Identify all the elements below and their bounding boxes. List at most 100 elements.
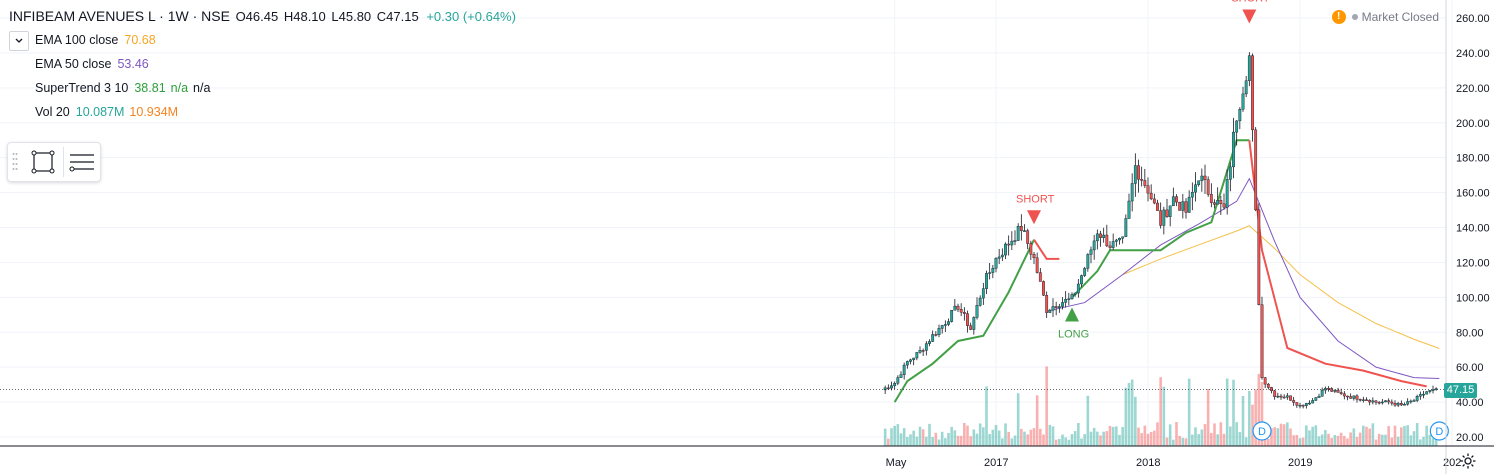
volume-bar	[1339, 432, 1343, 446]
candle-body	[1257, 209, 1261, 305]
warning-icon[interactable]: !	[1331, 10, 1346, 24]
collapse-legend-button[interactable]	[9, 31, 29, 51]
drag-handle-icon[interactable]	[12, 152, 18, 172]
candle-body	[1099, 233, 1102, 238]
indicator-ema100[interactable]: EMA 100 close 70.68	[35, 33, 156, 47]
candle-body	[1156, 202, 1159, 211]
status-dot-icon	[1351, 14, 1358, 20]
candle-body	[1181, 201, 1185, 211]
indicator-ema50[interactable]: EMA 50 close 53.46	[35, 57, 149, 71]
candle-body	[1415, 396, 1419, 401]
candle-body	[1178, 201, 1182, 211]
candle-body	[928, 341, 931, 344]
settings-lines-icon[interactable]	[66, 147, 96, 177]
candle-body	[1355, 395, 1359, 400]
volume-bar	[1419, 439, 1422, 446]
signal-annotations: SHORT LONG SHORT D D	[1016, 0, 1449, 441]
indicator-volume[interactable]: Vol 20 10.087M 10.934M	[35, 105, 178, 119]
indicator-supertrend[interactable]: SuperTrend 3 10 38.81 n/a n/a	[35, 81, 210, 95]
volume-bar	[1298, 438, 1302, 446]
indicator-value: n/a	[170, 81, 189, 95]
rectangle-tool-icon[interactable]	[28, 147, 58, 177]
long-signal-label: LONG	[1058, 329, 1089, 341]
candle-body	[1352, 395, 1356, 399]
volume-bar	[912, 430, 915, 446]
volume-bar	[1023, 431, 1026, 446]
volume-bar	[1270, 428, 1273, 446]
candle-body	[988, 272, 992, 274]
candle-body	[902, 364, 906, 375]
volume-bar	[1175, 422, 1178, 446]
candle-body	[1425, 391, 1429, 395]
candle-body	[1279, 395, 1283, 398]
candle-body	[1301, 404, 1305, 407]
volume-bar	[1289, 428, 1292, 446]
candle-body	[1282, 396, 1286, 399]
candle-body	[997, 256, 1001, 259]
volume-bar	[1365, 426, 1368, 446]
candle-body	[1092, 240, 1096, 251]
candle-body	[962, 311, 966, 314]
candle-body	[1434, 388, 1438, 390]
candle-body	[1346, 395, 1349, 398]
ohlc-low: L45.80	[331, 9, 372, 24]
candle-body	[950, 310, 954, 322]
volume-bar	[1032, 428, 1036, 446]
candle-body	[1270, 387, 1273, 391]
volume-bar	[1073, 431, 1077, 446]
volume-bar	[1124, 387, 1128, 446]
dividend-label: D	[1258, 426, 1266, 438]
candle-body	[1431, 389, 1435, 391]
candle-body	[1048, 309, 1052, 313]
volume-bar	[1352, 428, 1356, 446]
x-tick-label: 2018	[1136, 457, 1160, 469]
ohlc-close: C47.15	[376, 9, 419, 24]
candle-body	[1152, 198, 1156, 204]
volume-bar	[1238, 432, 1242, 446]
volume-bar	[1301, 437, 1305, 446]
volume-bar	[1358, 432, 1362, 446]
chart-grid	[0, 0, 1453, 446]
volume-bar	[978, 423, 982, 446]
volume-bar	[1134, 396, 1137, 446]
volume-bar	[1308, 430, 1311, 446]
candle-body	[981, 288, 985, 299]
volume-bar	[1216, 434, 1219, 446]
volume-bar	[931, 437, 934, 446]
volume-bar	[909, 434, 912, 446]
volume-bar	[969, 436, 972, 446]
candle-body	[1051, 306, 1055, 311]
volume-bar	[1324, 430, 1327, 446]
volume-bar	[1200, 429, 1204, 446]
gear-icon[interactable]	[1459, 452, 1477, 470]
volume-bar	[925, 436, 928, 446]
volume-bar	[1099, 435, 1102, 446]
volume-bar	[893, 425, 896, 446]
volume-bar	[1108, 425, 1112, 446]
candle-body	[1168, 205, 1172, 217]
volume-bar	[1118, 434, 1121, 446]
volume-bar	[985, 386, 988, 446]
indicator-value: 10.087M	[75, 105, 125, 119]
candle-body	[1339, 392, 1343, 394]
candle-body	[1070, 294, 1074, 299]
volume-bar	[982, 427, 985, 446]
volume-bar	[1083, 434, 1086, 446]
candle-body	[1225, 179, 1229, 208]
volume-bar	[1051, 426, 1055, 446]
volume-bar	[1146, 433, 1150, 446]
volume-bar	[950, 426, 953, 446]
volume-bar	[1162, 386, 1166, 446]
volume-bars	[883, 366, 1438, 446]
candle-body	[1004, 243, 1007, 256]
candle-body	[1032, 254, 1036, 259]
candle-body	[1314, 397, 1318, 401]
candle-body	[1026, 230, 1030, 244]
candle-body	[978, 297, 982, 306]
candle-body	[1137, 165, 1140, 180]
candle-body	[1387, 400, 1391, 403]
volume-bar	[1194, 427, 1197, 446]
candle-body	[1399, 403, 1403, 406]
volume-bar	[1251, 404, 1254, 446]
